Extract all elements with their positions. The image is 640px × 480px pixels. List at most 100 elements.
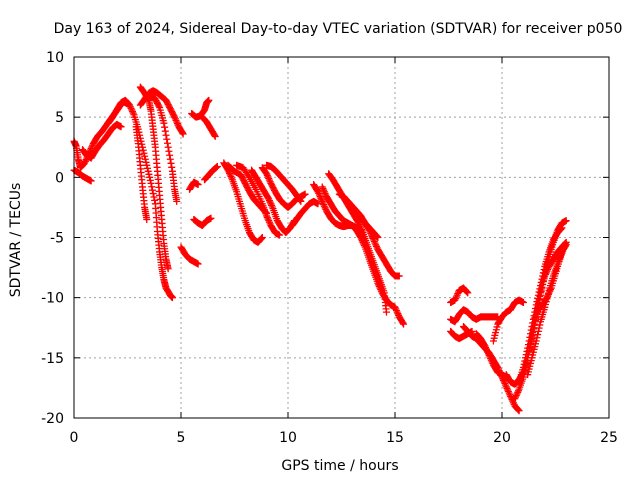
data-point-plus xyxy=(501,380,509,388)
data-point-plus xyxy=(244,172,252,180)
y-tick-label: 0 xyxy=(55,170,64,186)
data-point-plus xyxy=(486,353,494,361)
data-point-plus xyxy=(263,213,271,221)
data-point-plus xyxy=(532,312,540,320)
data-point-plus xyxy=(483,347,491,355)
data-point-plus xyxy=(257,235,265,243)
data-point-plus xyxy=(275,231,283,239)
data-point-plus xyxy=(155,102,163,110)
data-point-plus xyxy=(141,155,149,163)
data-point-plus xyxy=(357,224,365,232)
x-tick-label: 20 xyxy=(493,430,511,446)
data-point-plus xyxy=(314,188,322,196)
data-point-plus xyxy=(128,108,136,116)
data-point-plus xyxy=(117,123,125,131)
x-tick-label: 0 xyxy=(70,430,79,446)
data-point-plus xyxy=(484,350,492,358)
data-point-plus xyxy=(171,113,179,121)
data-point-plus xyxy=(392,305,400,313)
data-point-plus xyxy=(143,161,151,169)
data-point-plus xyxy=(524,341,532,349)
y-axis-tick-labels: -20 -15 -10 -5 0 5 10 xyxy=(41,50,64,427)
data-point-plus xyxy=(178,129,186,137)
data-point-plus xyxy=(373,233,381,241)
data-point-plus xyxy=(320,186,328,194)
data-point-plus xyxy=(560,243,568,251)
data-point-plus xyxy=(534,294,542,302)
data-point-plus xyxy=(537,278,545,286)
data-point-plus xyxy=(399,319,407,327)
data-point-plus xyxy=(539,272,547,280)
data-point-plus xyxy=(523,347,531,355)
data-point-plus xyxy=(142,158,150,166)
data-point-plus xyxy=(372,232,380,240)
data-point-plus xyxy=(454,290,462,298)
data-point-plus xyxy=(464,289,472,297)
data-point-plus xyxy=(482,343,490,351)
y-tick-label: -15 xyxy=(41,351,64,367)
data-point-plus xyxy=(382,308,390,316)
data-point-plus xyxy=(504,386,512,394)
data-point-plus xyxy=(357,225,365,233)
data-point-plus xyxy=(372,241,380,249)
data-point-plus xyxy=(227,173,235,181)
data-point-plus xyxy=(266,178,274,186)
data-point-plus xyxy=(146,176,154,184)
data-point-plus xyxy=(562,217,570,225)
y-axis-label: SDTVAR / TECUs xyxy=(8,183,24,298)
chart-title: Day 163 of 2024, Sidereal Day-to-day VTE… xyxy=(54,21,623,37)
data-point-plus xyxy=(452,293,460,301)
data-point-plus xyxy=(266,198,274,206)
data-point-plus xyxy=(395,272,403,280)
data-point-plus xyxy=(163,139,171,147)
data-point-plus xyxy=(487,356,495,364)
data-point-plus xyxy=(315,191,323,199)
data-point-plus xyxy=(487,355,495,363)
data-point-plus xyxy=(263,171,271,179)
data-point-plus xyxy=(81,159,89,167)
y-tick-label: 10 xyxy=(46,50,64,66)
data-point-plus xyxy=(166,155,174,163)
data-point-plus xyxy=(514,388,522,396)
data-point-plus xyxy=(126,103,134,111)
data-point-plus xyxy=(314,200,322,208)
x-tick-label: 10 xyxy=(279,430,297,446)
data-point-plus xyxy=(320,201,328,209)
data-point-plus xyxy=(355,221,363,229)
data-point-plus xyxy=(482,345,490,353)
data-point-plus xyxy=(462,287,470,295)
data-point-plus xyxy=(161,127,169,135)
data-point-plus xyxy=(160,119,168,127)
data-point-plus xyxy=(265,217,273,225)
data-point-plus xyxy=(171,115,179,123)
data-point-plus xyxy=(484,348,492,356)
data-point-plus xyxy=(514,406,522,414)
data-point-plus xyxy=(164,265,172,273)
data-point-plus xyxy=(128,106,136,114)
data-point-plus xyxy=(453,291,461,299)
data-point-plus xyxy=(527,326,535,334)
data-point-plus xyxy=(161,123,169,131)
data-point-plus xyxy=(509,399,517,407)
data-point-plus xyxy=(531,314,539,322)
data-point-plus xyxy=(173,118,181,126)
data-point-plus xyxy=(394,310,402,318)
x-tick-label: 25 xyxy=(600,430,618,446)
data-point-plus xyxy=(525,337,533,345)
data-point-plus xyxy=(320,202,328,210)
data-point-plus xyxy=(258,234,266,241)
data-point-plus xyxy=(463,288,471,296)
data-point-plus xyxy=(540,266,548,274)
data-point-plus xyxy=(265,176,273,184)
data-point-plus xyxy=(319,199,327,207)
data-point-plus xyxy=(503,384,511,392)
data-point-plus xyxy=(166,151,174,159)
data-point-plus xyxy=(264,215,272,223)
data-point-plus xyxy=(263,170,271,178)
data-point-plus xyxy=(148,186,156,194)
data-point-plus xyxy=(194,260,202,268)
data-point-plus xyxy=(536,321,544,329)
x-tick-label: 5 xyxy=(177,430,186,446)
